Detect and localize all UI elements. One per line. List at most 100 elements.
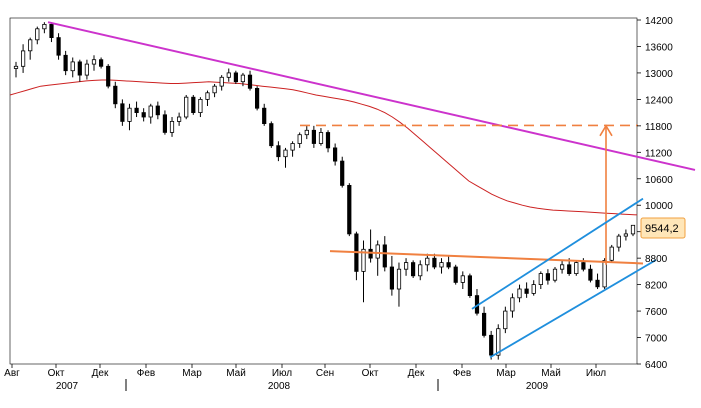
candle-up xyxy=(169,121,175,133)
candle-down xyxy=(389,266,395,290)
candle-down xyxy=(191,96,196,113)
candle-up xyxy=(198,99,203,114)
y-tick-label: 10600 xyxy=(645,175,673,186)
plot-area xyxy=(9,17,638,365)
candle-up xyxy=(496,328,501,356)
x-month-label: Дек xyxy=(408,368,425,379)
candle-down xyxy=(432,257,437,268)
candle-down xyxy=(49,23,54,38)
candle-up xyxy=(127,107,132,122)
candle-down xyxy=(262,107,267,124)
candle-up xyxy=(13,65,19,69)
x-year-label: 2007 xyxy=(56,381,79,392)
candle-up xyxy=(396,268,402,290)
y-tick-label: 11200 xyxy=(645,148,673,159)
moving-average-layer xyxy=(9,79,638,216)
candle-up xyxy=(552,268,558,281)
candle-down xyxy=(155,105,160,116)
candle-down xyxy=(162,114,167,133)
trendlines-layer xyxy=(47,21,696,359)
candles-layer xyxy=(13,22,636,360)
candle-up xyxy=(418,264,423,277)
candle-down xyxy=(325,132,331,149)
candle-up xyxy=(616,235,621,248)
candle-up xyxy=(35,28,40,41)
candle-up xyxy=(403,262,409,270)
candle-up xyxy=(304,129,309,136)
y-tick-label: 12400 xyxy=(645,95,673,106)
candle-up xyxy=(517,288,522,299)
candle-up xyxy=(28,39,33,52)
candle-down xyxy=(120,103,125,122)
candle-up xyxy=(503,310,508,330)
candle-up xyxy=(42,23,47,30)
candle-up xyxy=(70,61,75,72)
candle-down xyxy=(581,262,586,270)
candle-up xyxy=(148,105,153,118)
y-tick-label: 8200 xyxy=(645,281,668,292)
candle-down xyxy=(595,279,600,288)
candle-up xyxy=(574,262,579,275)
candle-down xyxy=(545,273,551,281)
candle-up xyxy=(439,262,444,268)
x-month-label: Фев xyxy=(453,368,471,379)
x-month-label: Дек xyxy=(92,368,109,379)
candle-down xyxy=(347,184,352,235)
last-price-label: 9544,2 xyxy=(645,223,679,235)
y-tick-label: 6400 xyxy=(645,360,668,371)
y-tick-label: 11800 xyxy=(645,122,673,133)
candle-down xyxy=(446,262,451,268)
y-tick-label: 7000 xyxy=(645,334,668,345)
candle-up xyxy=(283,149,288,158)
candle-down xyxy=(588,268,593,281)
candle-down xyxy=(233,72,238,83)
candle-up xyxy=(91,59,97,65)
candle-up xyxy=(184,96,189,118)
x-month-label: Мар xyxy=(496,368,516,379)
last-price-badge: 9544,2 xyxy=(640,217,686,239)
candle-up xyxy=(531,284,536,294)
y-tick-label: 8800 xyxy=(645,254,668,265)
candle-up xyxy=(290,143,295,151)
candle-up xyxy=(609,246,614,261)
candle-down xyxy=(269,123,274,147)
y-tick-label: 7600 xyxy=(645,307,668,318)
candle-down xyxy=(453,266,458,283)
candle-up xyxy=(538,273,543,286)
candle-up xyxy=(630,224,636,235)
candle-down xyxy=(567,264,572,274)
x-month-label: Окт xyxy=(48,368,65,379)
candle-up xyxy=(20,50,26,67)
candle-down xyxy=(63,54,68,72)
channel-lower-line xyxy=(489,259,657,359)
candle-up xyxy=(375,244,380,259)
candle-down xyxy=(254,88,260,109)
y-axis: 6400700076008200880094001000010600112001… xyxy=(637,16,673,371)
y-tick-label: 13000 xyxy=(645,69,673,80)
x-year-label: 2009 xyxy=(526,381,549,392)
y-tick-label: 13600 xyxy=(645,42,673,53)
candle-up xyxy=(297,134,302,144)
candle-down xyxy=(340,160,345,186)
x-month-label: Окт xyxy=(362,368,379,379)
x-month-label: Авг xyxy=(4,368,20,379)
channel-upper-line xyxy=(471,197,644,310)
candle-up xyxy=(425,257,430,266)
x-month-label: Мар xyxy=(182,368,202,379)
x-month-label: Сен xyxy=(316,368,334,379)
candle-up xyxy=(510,297,515,312)
y-tick-label: 14200 xyxy=(645,16,673,27)
candle-down xyxy=(332,147,338,162)
x-month-label: Июл xyxy=(272,368,292,379)
candle-down xyxy=(99,59,104,67)
x-month-label: Май xyxy=(226,368,246,379)
candle-down xyxy=(311,129,317,144)
candle-up xyxy=(176,116,182,122)
y-tick-label: 10000 xyxy=(645,201,673,212)
candle-down xyxy=(113,85,118,105)
neckline xyxy=(329,250,644,265)
x-month-label: Фев xyxy=(137,368,155,379)
candle-down xyxy=(106,65,111,87)
candle-up xyxy=(219,76,224,87)
